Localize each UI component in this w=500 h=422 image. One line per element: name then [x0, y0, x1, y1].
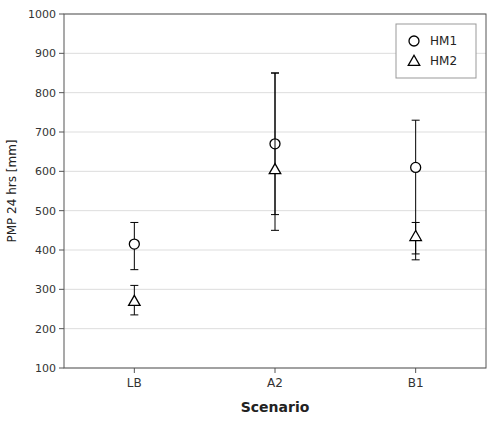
error-bar-line — [275, 73, 276, 230]
y-tick — [59, 368, 64, 369]
y-tick — [59, 132, 64, 133]
grid-line — [64, 289, 486, 290]
y-tick — [59, 92, 64, 93]
chart-container: 100 200 300 400 500 600 700 800 900 1000 LB A2 B1 Sce… — [0, 0, 500, 422]
x-tick — [134, 368, 135, 373]
y-tick-label: 700 — [35, 126, 56, 139]
y-tick-label: 300 — [35, 283, 56, 296]
x-tick-label: B1 — [408, 376, 424, 390]
marker — [129, 239, 139, 249]
y-tick-label: 900 — [35, 47, 56, 60]
y-tick-label: 500 — [35, 205, 56, 218]
x-tick-label: LB — [127, 376, 142, 390]
y-tick-label: 600 — [35, 165, 56, 178]
y-tick-label: 100 — [35, 362, 56, 375]
error-bar-cap-upper — [130, 222, 138, 223]
marker — [269, 164, 281, 174]
error-bar-cap-lower — [271, 230, 279, 231]
grid-line — [64, 250, 486, 251]
marker — [129, 295, 141, 305]
legend-box — [396, 24, 476, 78]
y-tick — [59, 171, 64, 172]
x-axis-label: Scenario — [241, 399, 310, 415]
series-1 — [129, 73, 422, 315]
y-tick-label: 1000 — [28, 8, 56, 21]
x-tick-label: A2 — [267, 376, 283, 390]
legend-marker — [408, 55, 420, 65]
error-bar-cap-lower — [130, 269, 138, 270]
y-tick — [59, 289, 64, 290]
grid-line — [64, 328, 486, 329]
x-tick — [275, 368, 276, 373]
data-layer — [129, 73, 422, 315]
y-tick-label: 200 — [35, 323, 56, 336]
error-bar-cap-lower — [130, 314, 138, 315]
y-tick — [59, 328, 64, 329]
legend: HM1HM2 — [396, 24, 476, 78]
error-bar-cap-upper — [271, 73, 279, 74]
y-tick — [59, 53, 64, 54]
y-tick-label: 800 — [35, 87, 56, 100]
y-tick — [59, 250, 64, 251]
chart-svg: 100 200 300 400 500 600 700 800 900 1000 LB A2 B1 Sce… — [0, 0, 500, 422]
error-bar — [130, 222, 138, 269]
legend-label: HM2 — [430, 54, 457, 68]
y-tick-label: 400 — [35, 244, 56, 257]
y-tick — [59, 14, 64, 15]
legend-label: HM1 — [430, 34, 457, 48]
error-bar — [271, 73, 279, 230]
series-0 — [129, 73, 420, 270]
error-bar-cap-upper — [271, 73, 279, 74]
legend-marker — [409, 36, 419, 46]
x-tick — [415, 368, 416, 373]
y-tick — [59, 210, 64, 211]
y-axis-label: PMP 24 hrs [mm] — [5, 139, 19, 242]
error-bar-cap-upper — [412, 222, 420, 223]
error-bar-cap-upper — [130, 285, 138, 286]
error-bar-cap-lower — [412, 259, 420, 260]
marker — [411, 162, 421, 172]
marker — [410, 230, 422, 240]
plot-frame — [64, 14, 486, 368]
grid — [64, 14, 486, 368]
error-bar-cap-upper — [412, 120, 420, 121]
